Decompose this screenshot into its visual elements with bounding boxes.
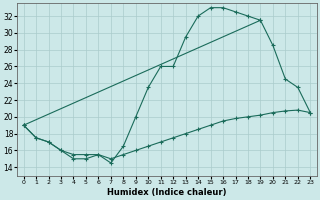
- X-axis label: Humidex (Indice chaleur): Humidex (Indice chaleur): [107, 188, 227, 197]
